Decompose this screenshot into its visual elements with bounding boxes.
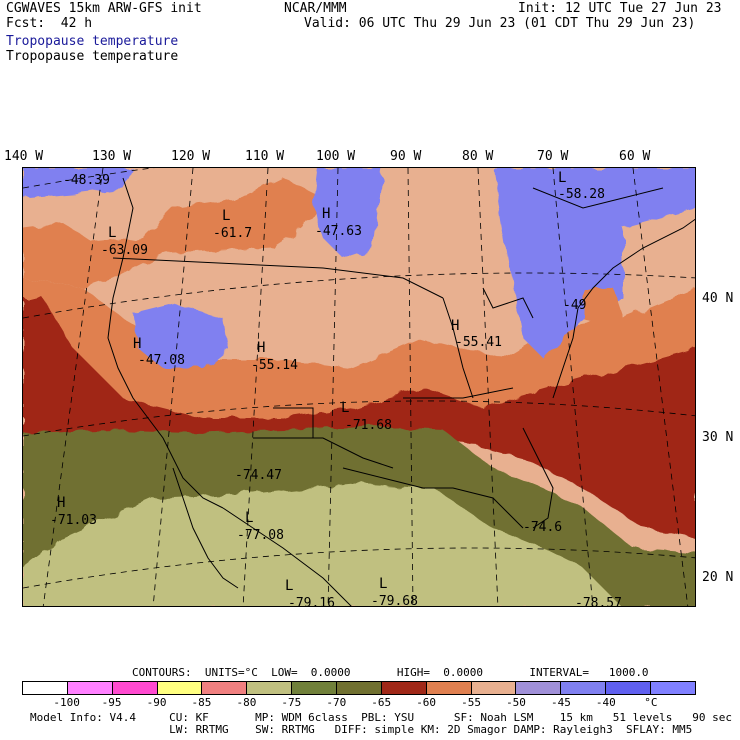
- map-value: -48.39: [63, 173, 110, 188]
- init-time: Init: 12 UTC Tue 27 Jun 23: [518, 1, 722, 16]
- colorbar-label: -55: [461, 696, 481, 709]
- lon-label-140w: 140 W: [4, 149, 44, 164]
- map-mark: H: [57, 495, 66, 511]
- colorbar-label: -100: [53, 696, 80, 709]
- lon-label-130w: 130 W: [92, 149, 132, 164]
- lat-label-40n: 40 N: [702, 291, 734, 306]
- map-value: -63.09: [101, 243, 148, 258]
- map-value: -79.16: [288, 596, 335, 607]
- org-title: NCAR/MMM: [284, 1, 347, 16]
- map-value: -71.68: [345, 418, 392, 433]
- map-mark: H: [322, 206, 331, 222]
- colorbar-label: -85: [191, 696, 212, 709]
- map-value: -58.28: [558, 187, 605, 202]
- map-value: -55.41: [455, 335, 502, 350]
- colorbar-label: -50: [506, 696, 526, 709]
- map-canvas: [23, 168, 695, 606]
- tropopause-temperature-map: -48.39 L -58.28 L -61.7 L -63.09 H -47.6…: [22, 167, 696, 607]
- colorbar-swatch: [471, 682, 517, 694]
- colorbar: [22, 681, 696, 695]
- lat-label-30n: 30 N: [702, 430, 734, 445]
- colorbar-label: °C: [644, 696, 658, 709]
- map-mark: L: [222, 208, 231, 224]
- lon-label-70w: 70 W: [537, 149, 569, 164]
- valid-time: Valid: 06 UTC Thu 29 Jun 23 (01 CDT Thu …: [304, 16, 696, 31]
- colorbar-swatch: [561, 682, 607, 694]
- colorbar-label: -40: [595, 696, 616, 709]
- forecast-hour: Fcst: 42 h: [6, 16, 93, 31]
- map-value: -47.08: [138, 353, 185, 368]
- colorbar-swatch: [67, 682, 113, 694]
- colorbar-swatch: [381, 682, 427, 694]
- colorbar-label: -60: [416, 696, 437, 709]
- map-mark: H: [133, 336, 142, 352]
- map-value: -74.6: [523, 520, 563, 535]
- colorbar-swatch: [202, 682, 248, 694]
- colorbar-swatch: [112, 682, 158, 694]
- colorbar-swatch: [337, 682, 382, 694]
- colorbar-label: -90: [146, 696, 167, 709]
- colorbar-swatch: [247, 682, 293, 694]
- lon-label-120w: 120 W: [171, 149, 211, 164]
- map-mark: L: [245, 510, 254, 526]
- colorbar-label: -65: [371, 696, 392, 709]
- colorbar-swatch: [651, 682, 695, 694]
- map-mark: H: [257, 340, 266, 356]
- colorbar-swatch: [292, 682, 338, 694]
- model-info-line2: LW: RRTMG SW: RRTMG DIFF: simple KM: 2D …: [30, 723, 693, 736]
- colorbar-label: -95: [101, 696, 122, 709]
- map-value: -77.08: [237, 528, 284, 543]
- model-info-line1: Model Info: V4.4 CU: KF MP: WDM 6class P…: [30, 711, 732, 724]
- model-title: CGWAVES 15km ARW-GFS init: [6, 1, 202, 16]
- map-mark: L: [108, 225, 117, 241]
- field-title-black: Tropopause temperature: [6, 49, 179, 64]
- field-title-blue: Tropopause temperature: [6, 34, 179, 49]
- map-value: -55.14: [251, 358, 298, 373]
- colorbar-label: -80: [236, 696, 257, 709]
- map-value: -61.7: [213, 226, 253, 241]
- map-mark: L: [341, 400, 350, 416]
- map-value: -78.57: [575, 596, 622, 607]
- lon-label-80w: 80 W: [462, 149, 494, 164]
- contour-info: CONTOURS: UNITS=°C LOW= 0.0000 HIGH= 0.0…: [132, 666, 649, 679]
- map-mark: L: [558, 170, 567, 186]
- colorbar-swatch: [157, 682, 203, 694]
- colorbar-label: -45: [551, 696, 571, 709]
- colorbar-label: -75: [281, 696, 302, 709]
- map-value: -49: [563, 298, 587, 313]
- lon-label-100w: 100 W: [316, 149, 356, 164]
- colorbar-swatch: [426, 682, 472, 694]
- colorbar-label: -70: [326, 696, 347, 709]
- lon-label-90w: 90 W: [390, 149, 422, 164]
- colorbar-swatch: [606, 682, 652, 694]
- lon-label-110w: 110 W: [245, 149, 285, 164]
- map-value: -79.68: [371, 594, 418, 607]
- map-mark: L: [379, 576, 388, 592]
- map-value: -71.03: [50, 513, 97, 528]
- map-mark: H: [451, 318, 460, 334]
- colorbar-swatch: [516, 682, 562, 694]
- lon-label-60w: 60 W: [619, 149, 651, 164]
- lat-label-20n: 20 N: [702, 570, 734, 585]
- map-mark: L: [285, 578, 294, 594]
- map-value: -47.63: [315, 224, 362, 239]
- colorbar-swatch: [23, 682, 68, 694]
- map-value: -74.47: [235, 468, 282, 483]
